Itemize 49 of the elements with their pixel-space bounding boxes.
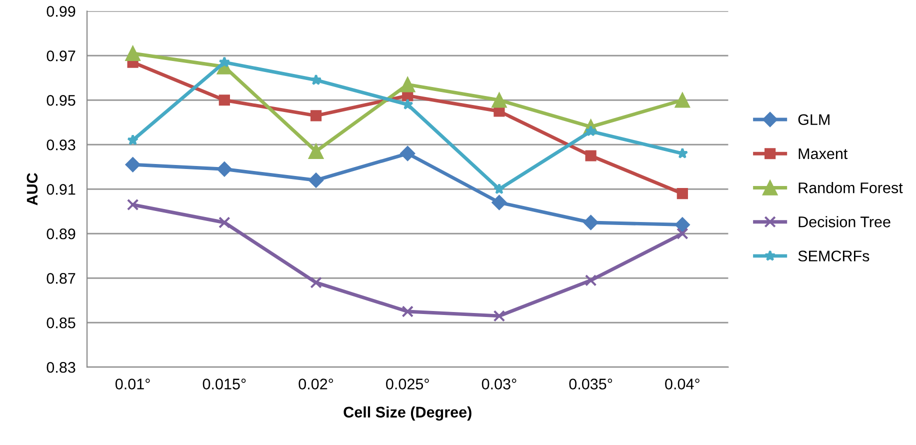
- legend-label: Maxent: [798, 148, 848, 160]
- x-tick-label: 0.035°: [569, 378, 612, 390]
- point: [308, 172, 324, 188]
- point: [494, 183, 505, 194]
- point: [676, 228, 688, 240]
- point: [492, 92, 507, 108]
- point: [126, 198, 139, 211]
- y-axis-title: AUC: [26, 172, 38, 206]
- x-tick-label: 0.03°: [482, 378, 516, 390]
- y-tick-label: 0.99: [46, 6, 76, 17]
- x-tick-label: 0.02°: [298, 378, 334, 390]
- point: [402, 306, 414, 318]
- y-tick-label: 0.85: [46, 317, 76, 328]
- x-tick-label: 0.015°: [202, 378, 246, 390]
- point: [310, 110, 322, 122]
- point: [585, 150, 596, 162]
- point: [216, 162, 232, 177]
- point: [125, 157, 140, 172]
- y-tick-label: 0.91: [46, 184, 76, 195]
- y-tick-label: 0.93: [46, 139, 76, 150]
- point: [583, 214, 598, 230]
- legend-label: Random Forest: [798, 182, 903, 194]
- point: [218, 94, 230, 106]
- y-tick-label: 0.87: [46, 272, 76, 284]
- point: [493, 310, 506, 322]
- point: [310, 276, 322, 288]
- point: [400, 76, 416, 92]
- legend-label: GLM: [798, 114, 830, 126]
- point: [308, 144, 324, 159]
- point: [492, 194, 507, 210]
- point: [218, 56, 230, 68]
- point: [400, 146, 416, 162]
- x-tick-label: 0.04°: [665, 378, 700, 390]
- point: [674, 217, 690, 232]
- point: [674, 92, 690, 108]
- legend-label: SEMCRFs: [798, 250, 870, 262]
- y-tick-label: 0.89: [46, 228, 76, 240]
- point: [676, 188, 688, 200]
- point: [127, 134, 138, 146]
- point: [584, 274, 597, 286]
- x-tick-label: 0.01°: [115, 378, 150, 390]
- point: [218, 216, 230, 228]
- y-tick-label: 0.95: [46, 94, 76, 106]
- x-tick-label: 0.025°: [386, 378, 429, 390]
- x-axis-title: Cell Size (Degree): [344, 406, 472, 421]
- y-tick-label: 0.97: [46, 50, 76, 62]
- legend-label: Decision Tree: [798, 216, 890, 228]
- y-tick-label: 0.83: [46, 362, 76, 373]
- point: [125, 46, 140, 62]
